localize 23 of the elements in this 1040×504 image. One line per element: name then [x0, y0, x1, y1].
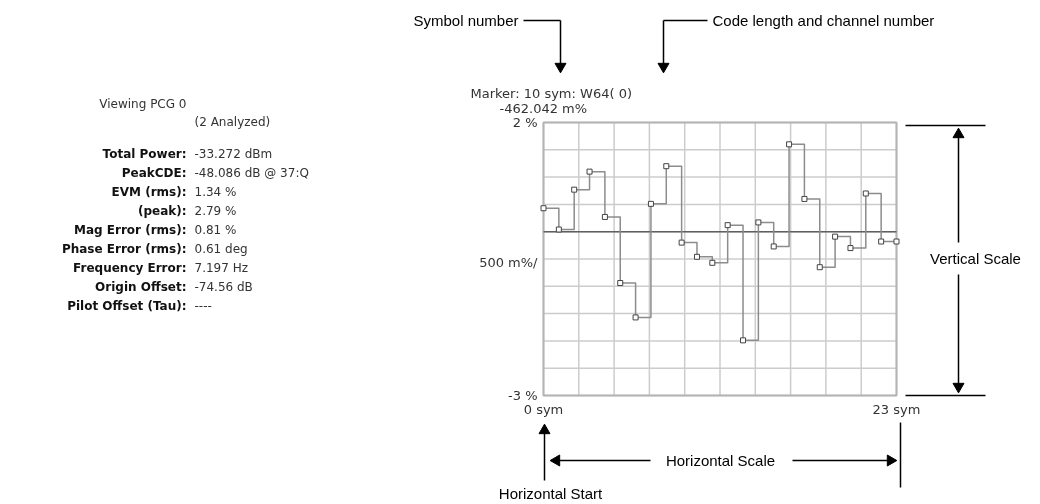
text: (peak): 2.79 %: [137, 203, 237, 218]
x-tick-label: 23 sym: [872, 402, 921, 417]
y-tick-label: 2 %: [512, 115, 538, 130]
text: PeakCDE: -48.086 dB @ 37:Q: [121, 165, 309, 180]
text: Marker: 10 sym: W64( 0): [470, 86, 632, 101]
y-tick-label: -3 %: [508, 388, 538, 403]
text: Mag Error (rms): 0.81 %: [73, 222, 237, 237]
text: Total Power: -33.272 dBm: [102, 146, 273, 161]
text: EVM (rms): 1.34 %: [111, 184, 237, 199]
text: (2 Analyzed): [194, 114, 271, 129]
text: Phase Error (rms): 0.61 deg: [61, 241, 248, 256]
text: Frequency Error: 7.197 Hz: [73, 260, 248, 275]
text: Code length and channel number: [712, 12, 935, 29]
text: Horizontal Scale: [665, 452, 776, 469]
text: Vertical Scale: [930, 250, 1021, 267]
text: -462.042 m%: [499, 101, 588, 116]
y-axis-title: 500 m%/: [479, 255, 539, 270]
text: Symbol number: [413, 12, 519, 29]
text: Origin Offset: -74.56 dB: [95, 279, 253, 294]
x-tick-label: 0 sym: [523, 402, 564, 417]
text: Horizontal Start: [498, 485, 604, 502]
text: Pilot Offset (Tau): ----: [67, 298, 212, 313]
text: Viewing PCG 0: [99, 96, 187, 111]
